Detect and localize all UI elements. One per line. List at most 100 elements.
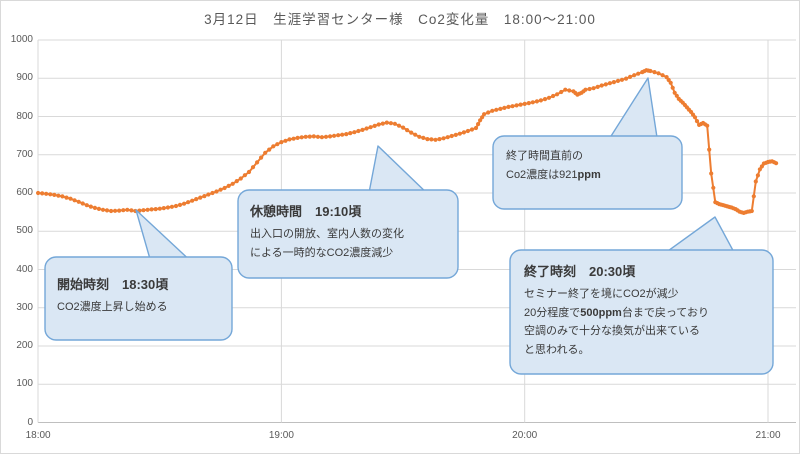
data-point-marker [340,132,345,137]
data-point-marker [563,87,568,92]
x-tick-label: 19:00 [268,430,294,441]
data-point-marker [40,191,45,196]
x-tick-label: 18:00 [25,430,51,441]
data-point-marker [259,155,264,160]
data-point-marker [405,128,410,133]
data-point-marker [707,147,712,152]
callout-end-box [509,249,774,375]
annotation-peak-unit: ppm [577,168,601,181]
data-point-marker [449,133,454,139]
data-point-marker [238,176,243,181]
data-point-marker [356,128,361,134]
data-point-marker [149,207,154,212]
data-point-marker [425,137,430,142]
data-point-marker [542,97,548,102]
data-point-marker [295,135,300,140]
data-point-marker [48,192,53,197]
data-point-marker [388,121,393,126]
y-tick-label: 100 [16,378,33,390]
data-point-marker [482,112,487,117]
y-tick-label: 600 [16,187,33,198]
data-point-marker [465,128,470,134]
data-point-marker [109,208,114,214]
data-point-marker [104,208,110,213]
data-point-marker [668,80,673,85]
annotation-end-line2: 20分程度で500ppm台まで戻っており [524,304,709,323]
data-point-marker [753,179,758,184]
data-point-marker [660,73,665,78]
data-point-marker [518,102,523,107]
data-point-marker [376,122,381,127]
data-point-marker [392,121,397,126]
data-point-marker [328,134,333,139]
annotation-break: 休憩時間 19:10頃 出入口の開放、室内人数の変化 による一時的なCO2濃度減… [250,201,404,262]
data-point-marker [546,95,552,100]
annotation-peak-line1: 終了時間直前の [506,150,583,162]
data-point-marker [299,135,304,140]
annotation-peak-value-text: Co2濃度は921 [506,168,578,181]
data-point-marker [587,86,592,92]
data-point-marker [494,107,499,112]
data-point-marker [141,208,146,213]
annotation-start-line: CO2濃度上昇し始める [57,301,168,313]
data-point-marker [80,201,85,206]
data-point-marker [344,132,349,137]
data-point-marker [287,137,292,142]
y-tick-label: 200 [16,340,33,351]
callout-start-box [44,256,233,341]
data-point-marker [522,101,527,106]
data-point-marker [480,115,485,120]
data-point-marker [88,204,93,209]
data-point-marker [68,196,73,201]
data-point-marker [632,73,637,78]
data-point-marker [190,198,195,203]
callout-peak-box [492,135,683,210]
data-point-marker [599,83,604,88]
data-point-marker [674,93,679,98]
data-point-marker [694,119,700,124]
data-point-marker [461,130,466,135]
data-point-marker [336,133,341,138]
data-point-marker [526,101,531,106]
data-point-marker [445,135,450,140]
annotation-end-line1: セミナー終了を境にCO2が減少 [524,288,679,300]
data-point-marker [279,140,284,145]
x-tick-label: 21:00 [755,430,781,441]
data-point-marker [486,110,491,115]
data-point-marker [619,77,625,82]
data-point-marker [652,70,657,75]
data-point-marker [72,198,77,203]
data-point-marker [749,208,754,214]
data-point-marker [92,205,97,210]
data-point-marker [490,108,495,113]
data-point-marker [628,74,633,79]
data-point-marker [153,207,158,212]
data-point-marker [323,134,329,139]
data-point-marker [417,134,422,139]
data-point-marker [506,104,511,109]
data-point-marker [267,147,272,152]
data-point-marker [96,206,101,211]
data-point-marker [218,187,223,192]
data-point-marker [113,208,118,213]
data-point-marker [607,81,613,86]
annotation-peak-line2: Co2濃度は921ppm [506,166,601,185]
annotation-end-line4: と思われる。 [524,343,590,356]
data-point-marker [186,200,191,205]
data-point-marker [117,208,122,213]
data-point-marker [396,123,402,128]
data-point-marker [202,194,207,199]
data-point-marker [510,104,515,109]
data-point-marker [100,207,106,212]
data-point-marker [182,201,187,206]
data-point-marker [380,121,385,126]
data-point-marker [60,194,65,199]
data-point-marker [161,206,166,211]
y-tick-label: 900 [16,72,33,84]
data-point-marker [311,134,316,139]
data-point-marker [206,192,211,197]
annotation-break-line1: 出入口の開放、室内人数の変化 [250,228,404,240]
data-point-marker [441,136,446,141]
data-point-marker [755,173,761,178]
